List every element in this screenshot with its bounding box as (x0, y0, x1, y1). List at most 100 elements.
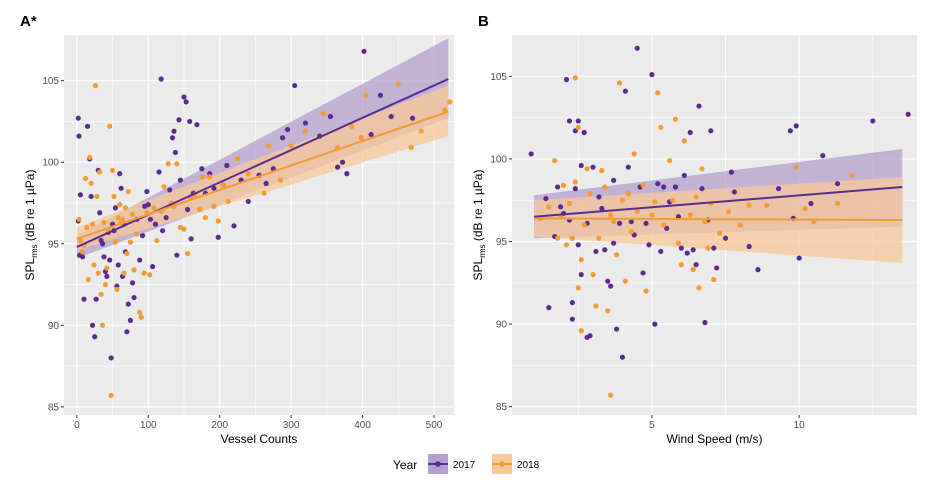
panel-a-point-2018 (418, 128, 424, 134)
panel-a-point-2017 (215, 234, 221, 240)
panel-b-point-2018 (578, 328, 584, 334)
panel-b-point-2017 (649, 72, 655, 78)
panel-b-y-title-sub: rms (478, 244, 487, 257)
panel-b-point-2018 (658, 124, 664, 131)
panel-a-point-2017 (344, 171, 350, 177)
panel-b-point-2018 (737, 222, 743, 228)
panel-a-point-2018 (184, 250, 191, 257)
panel-b-point-2017 (611, 240, 617, 246)
panel-b-point-2017 (634, 45, 640, 51)
panel-a-point-2017 (184, 206, 191, 213)
panel-a-point-2017 (211, 185, 217, 191)
panel-b-point-2017 (558, 204, 564, 210)
panel-a-y-axis-title: SPLrms (dB re 1 µPa) (23, 170, 39, 281)
panel-a-point-2018 (174, 161, 180, 167)
panel-a-point-2017 (270, 166, 276, 172)
panel-a-point-2017 (388, 113, 394, 120)
panel-b-point-2018 (652, 199, 658, 205)
panel-b-point-2018 (802, 205, 808, 212)
panel-a-point-2017 (176, 117, 182, 123)
panel-b-point-2017 (578, 271, 584, 278)
panel-a-point-2018 (82, 175, 89, 182)
panel-a-point-2017 (139, 233, 146, 239)
panel-b-point-2017 (572, 186, 578, 192)
panel-b-point-2017 (661, 184, 667, 190)
panel-a-point-2017 (84, 123, 91, 129)
panel-a-point-2018 (147, 272, 153, 278)
panel-a-point-2018 (363, 92, 369, 98)
panel-a-point-2018 (302, 128, 309, 134)
panel-a-point-2018 (211, 203, 217, 209)
panel-a-point-2017 (104, 273, 110, 279)
panel-a-point-2018 (165, 161, 171, 167)
panel-b-point-2017 (775, 186, 782, 192)
panel-b-point-2018 (593, 303, 599, 309)
panel-b: B 5 10 85 90 95 100 105 Wind Speed (m/s) SPLrm… (471, 13, 917, 446)
panel-b-point-2018 (746, 202, 752, 208)
panel-a-point-2018 (88, 180, 94, 187)
panel-b-point-2018 (575, 124, 581, 131)
panel-b-ticks: 5 10 85 90 95 100 105 (490, 72, 805, 431)
panel-a-point-2017 (177, 177, 184, 183)
panel-a-fit-line-2017 (76, 78, 449, 248)
panel-a-y-tick-label: 105 (42, 76, 59, 87)
panel-b-point-2017 (578, 162, 584, 169)
legend-entry-2018: 2018 (492, 454, 540, 474)
panel-a-point-2018 (92, 82, 99, 89)
panel-b-point-2018 (793, 164, 799, 170)
panel-b-point-2017 (834, 181, 841, 187)
panel-b-point-2017 (543, 195, 549, 202)
panel-a-point-2017 (163, 215, 169, 221)
legend-dot-2018 (499, 461, 505, 467)
panel-a-y-tick-label: 95 (48, 239, 60, 250)
panel-b-y-title-rest: (dB re 1 µPa) (471, 170, 485, 245)
panel-a-point-2017 (99, 241, 106, 247)
panel-a-points (75, 48, 453, 399)
panel-b-point-2017 (602, 247, 608, 253)
panel-b-point-2017 (658, 248, 664, 255)
panel-b-point-2018 (599, 167, 605, 174)
panel-a-point-2017 (147, 216, 154, 222)
panel-a-label: A* (20, 13, 37, 30)
panel-a-point-2018 (131, 267, 137, 273)
panel-b-point-2018 (681, 138, 687, 144)
panel-b-point-2018 (616, 80, 623, 86)
panel-a-point-2018 (107, 123, 113, 129)
panel-b-label: B (478, 13, 489, 30)
panel-a-x-tick-label: 100 (140, 420, 157, 431)
panel-a-point-2017 (188, 236, 194, 242)
panel-a-x-tick-label: 400 (354, 420, 371, 431)
panel-b-point-2018 (687, 212, 693, 218)
panel-b-y-axis-title: SPLrms (dB re 1 µPa) (471, 170, 487, 281)
panel-a-y-title-rest: (dB re 1 µPa) (23, 170, 37, 245)
panel-a-point-2018 (141, 270, 147, 276)
panel-a-point-2017 (149, 263, 156, 270)
panel-b-point-2017 (722, 235, 729, 241)
panel-a-point-2018 (245, 171, 251, 177)
legend: Year 2017 2018 (393, 454, 540, 474)
panel-b-point-2017 (755, 267, 761, 273)
panel-b-point-2018 (631, 151, 637, 157)
panel-a-point-2018 (225, 198, 231, 204)
panel-a-point-2018 (99, 322, 106, 328)
panel-a-point-2017 (125, 301, 131, 307)
panel-a-point-2017 (108, 355, 114, 361)
panel-a-point-2018 (129, 211, 136, 217)
panel-b-points (528, 45, 911, 398)
panel-b-point-2017 (702, 319, 708, 326)
panel-a-point-2018 (395, 81, 401, 87)
panel-a-y-tick-label: 85 (48, 402, 60, 413)
panel-b-point-2018 (622, 278, 629, 284)
panel-a-x-tick-label: 0 (74, 420, 80, 431)
panel-a-point-2018 (115, 215, 121, 221)
panel-b-point-2017 (528, 151, 534, 157)
panel-a-point-2017 (92, 334, 98, 340)
panel-a-point-2018 (137, 309, 143, 315)
panel-b-point-2018 (690, 267, 696, 273)
panel-b-point-2017 (728, 169, 735, 175)
panel-b-point-2018 (555, 235, 561, 241)
panel-a-point-2017 (117, 171, 123, 177)
panel-b-point-2018 (666, 157, 673, 164)
panel-b-point-2018 (587, 191, 593, 197)
panel-a-point-2017 (231, 223, 237, 229)
